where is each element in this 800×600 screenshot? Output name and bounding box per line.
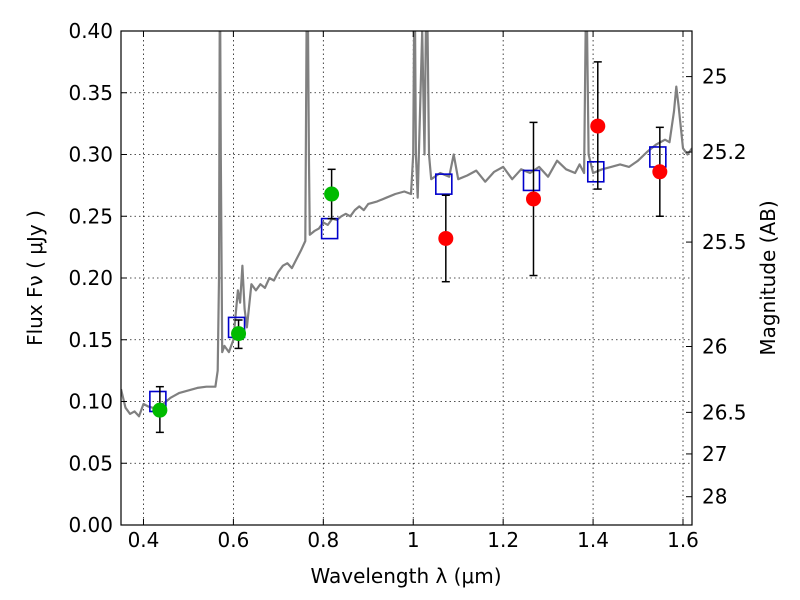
observed-flux-point [438,230,454,246]
y-tick-label: 0.20 [68,266,113,290]
y-tick-label: 0.10 [68,390,113,414]
y-tick-label: 0.00 [68,513,113,537]
grid [121,30,692,526]
mag-tick-label: 25.5 [702,230,747,254]
mag-tick-label: 27 [702,442,727,466]
x-tick-label: 0.4 [128,528,160,552]
mag-tick-label: 26.5 [702,400,747,424]
x-tick-label: 1.6 [667,528,699,552]
observed-flux-point [525,191,541,207]
x-tick-label: 1.2 [487,528,519,552]
observed-flux-point [152,402,168,418]
mag-tick-label: 26 [702,334,727,358]
mag-tick-label: 28 [702,485,727,509]
y-tick-label: 0.15 [68,328,113,352]
observed-flux-point [231,326,247,342]
x-tick-label: 1.4 [577,528,609,552]
x-tick-label: 0.6 [217,528,249,552]
observed-flux-point [590,118,606,134]
model-photometry-box [522,169,541,192]
model-photometry-box [586,160,605,183]
x-tick-label: 1 [407,528,420,552]
observed-flux-point [324,186,340,202]
data-marks [149,61,668,434]
x-tick-label: 0.8 [307,528,339,552]
model-photometry-box [649,146,667,168]
observed-flux-point [652,164,668,180]
spectrum-line-group [121,31,692,418]
y-tick-label: 0.05 [68,451,113,475]
model-photometry-box [435,173,453,195]
y-tick-label: 0.35 [68,81,113,105]
mag-tick-label: 25 [702,65,727,89]
axes: 0.4 0.6 0.8 1 1.2 1.4 1.6 0.00 0.05 0.10 0.15 0.20 0… [68,19,746,552]
mag-tick-label: 25.2 [702,140,747,164]
y-axis-label: Flux Fν ( μJy ) [23,210,47,346]
y2-axis-label: Magnitude (AB) [756,200,780,355]
y-tick-label: 0.40 [68,19,113,43]
spectrum-line [121,31,692,418]
x-axis-label: Wavelength λ (μm) [310,564,501,588]
y-tick-label: 0.25 [68,204,113,228]
y-tick-label: 0.30 [68,143,113,167]
